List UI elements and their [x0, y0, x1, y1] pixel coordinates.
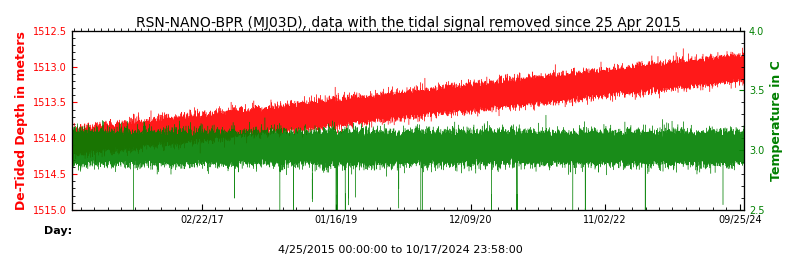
Title: RSN-NANO-BPR (MJ03D), data with the tidal signal removed since 25 Apr 2015: RSN-NANO-BPR (MJ03D), data with the tida… [136, 16, 680, 29]
Text: 4/25/2015 00:00:00 to 10/17/2024 23:58:00: 4/25/2015 00:00:00 to 10/17/2024 23:58:0… [278, 246, 522, 255]
Y-axis label: De-Tided Depth in meters: De-Tided Depth in meters [14, 31, 27, 210]
Y-axis label: Temperature in C: Temperature in C [770, 60, 783, 181]
Text: Day:: Day: [44, 226, 72, 236]
